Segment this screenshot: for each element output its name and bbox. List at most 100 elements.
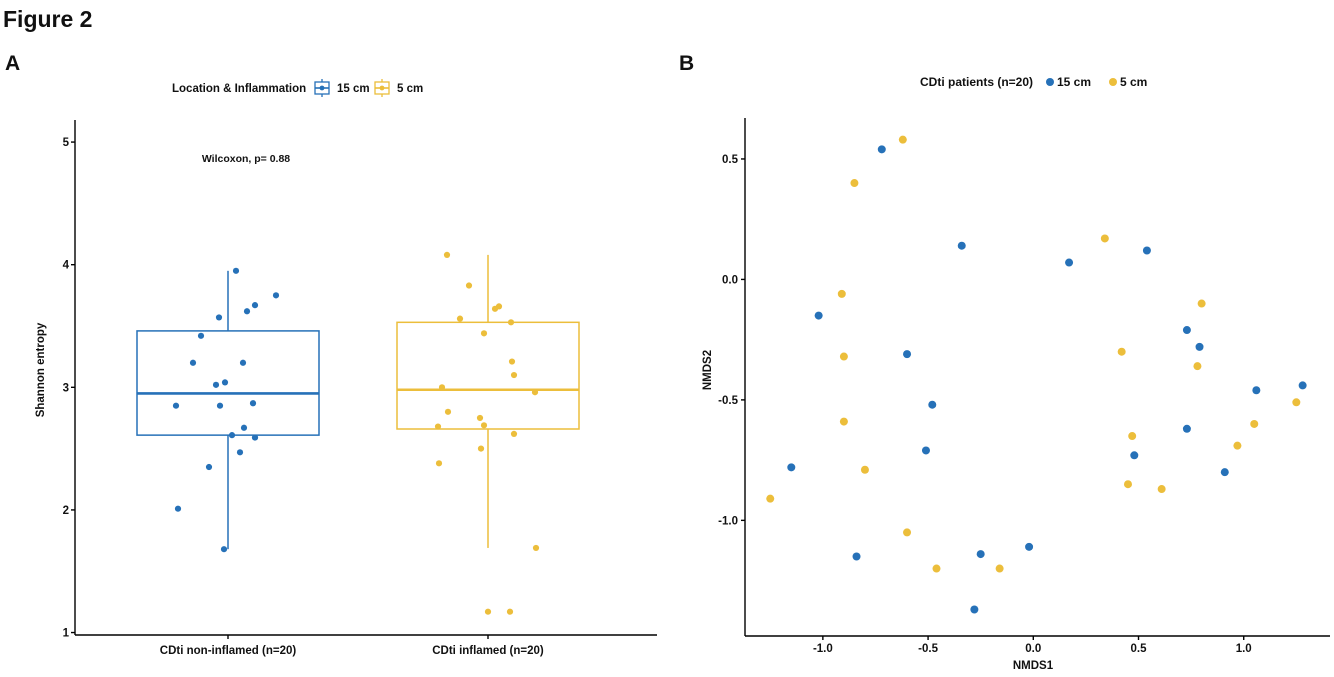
legend-point-key [379,85,385,91]
data-point [239,359,247,366]
data-point [531,389,539,396]
data-point [928,400,937,409]
data-point [1130,451,1139,460]
data-point [477,445,485,452]
legend-a-item-5-cm: 5 cm [374,79,423,97]
data-point [852,552,861,561]
data-point [240,424,248,431]
legend-b-label: 5 cm [1120,75,1147,89]
axes-a: 1 2 3 4 5 CDti non-inflamed (n=20) CDti inflam… [63,120,657,657]
data-point [205,463,213,471]
data-point [1182,424,1191,433]
data-point [932,564,941,573]
figure-title: Figure 2 [3,6,92,32]
data-point [172,402,180,409]
y-tick-label: 3 [63,382,69,394]
x-tick-label: -0.5 [918,643,938,655]
panel-b: B CDti patients (n=20) 15 cm 5 cm NMDS2 N… [679,52,1330,672]
panel-a-label: A [5,52,20,75]
data-point [1128,432,1137,441]
data-point [476,414,484,422]
data-point [1100,234,1109,243]
data-point [1065,258,1074,267]
data-point [877,145,886,154]
x-category-label: CDti inflamed (n=20) [432,645,544,657]
y-tick-label: 0.0 [722,274,738,286]
legend-point-key [1046,78,1054,86]
data-point [921,446,930,455]
legend-a: Location & Inflammation 15 cm 5 cm [172,79,423,97]
legend-point-key [319,85,325,91]
data-point [1220,468,1229,477]
legend-b: CDti patients (n=20) 15 cm 5 cm [920,75,1147,89]
data-point [1142,246,1151,255]
data-point [236,449,244,456]
data-point [232,267,240,274]
y-axis-label-a: Shannon entropy [35,322,47,417]
legend-b-item-5-cm: 5 cm [1109,75,1147,89]
data-point [839,417,848,426]
data-point [1193,362,1202,371]
data-point [860,465,869,474]
data-point [435,460,443,467]
data-point [837,289,846,298]
data-point [1197,299,1206,308]
data-point [506,608,514,615]
data-point [221,379,229,386]
data-point [995,564,1004,573]
data-point [1123,480,1132,489]
data-point [1298,381,1307,390]
data-point [251,302,259,309]
x-category-label: CDti non-inflamed (n=20) [160,645,297,657]
x-tick-label: 0.5 [1131,643,1148,655]
panel-a: A Location & Inflammation 15 cm 5 cm Wilc… [5,52,657,657]
data-point [465,282,473,289]
data-point [1182,326,1191,335]
data-point [443,251,451,258]
data-point [1157,485,1166,494]
legend-b-item-15-cm: 15 cm [1046,75,1091,89]
data-point [491,305,499,312]
data-point [1252,386,1261,395]
data-point [970,605,979,614]
data-point [243,308,251,315]
x-tick-label: 0.0 [1025,643,1041,655]
data-point [766,494,775,503]
panel-b-label: B [679,52,694,75]
data-point [174,505,182,512]
x-tick-label: -1.0 [813,643,833,655]
box-group-15-cm [136,267,320,553]
legend-b-title: CDti patients (n=20) [920,75,1033,89]
data-point [228,432,236,439]
data-point [220,546,228,553]
y-tick-label: 5 [63,137,70,149]
data-point [444,408,452,415]
outlier-point [484,608,492,615]
legend-a-title: Location & Inflammation [172,83,306,95]
scatter-series-5-cm [766,135,1301,573]
data-point [1025,542,1034,551]
scatter-series-15-cm [787,145,1307,614]
data-point [532,544,540,552]
y-tick-label: 1 [63,628,70,640]
data-point [197,332,205,339]
data-point [189,359,197,366]
y-tick-label: -1.0 [718,515,738,527]
y-tick-label: -0.5 [718,395,738,407]
plot-area-a [136,251,580,615]
data-point [976,550,985,559]
data-point [438,384,446,391]
data-point [1117,347,1126,356]
x-axis-label-b: NMDS1 [1013,660,1054,672]
data-point [839,352,848,361]
data-point [787,463,796,472]
legend-a-label: 5 cm [397,83,423,95]
data-point [903,350,912,359]
legend-b-label: 15 cm [1057,75,1091,89]
legend-point-key [1109,78,1117,86]
data-point [1233,441,1242,450]
data-point [434,423,442,430]
data-point [216,402,224,409]
stat-annotation: Wilcoxon, p= 0.88 [202,153,290,165]
